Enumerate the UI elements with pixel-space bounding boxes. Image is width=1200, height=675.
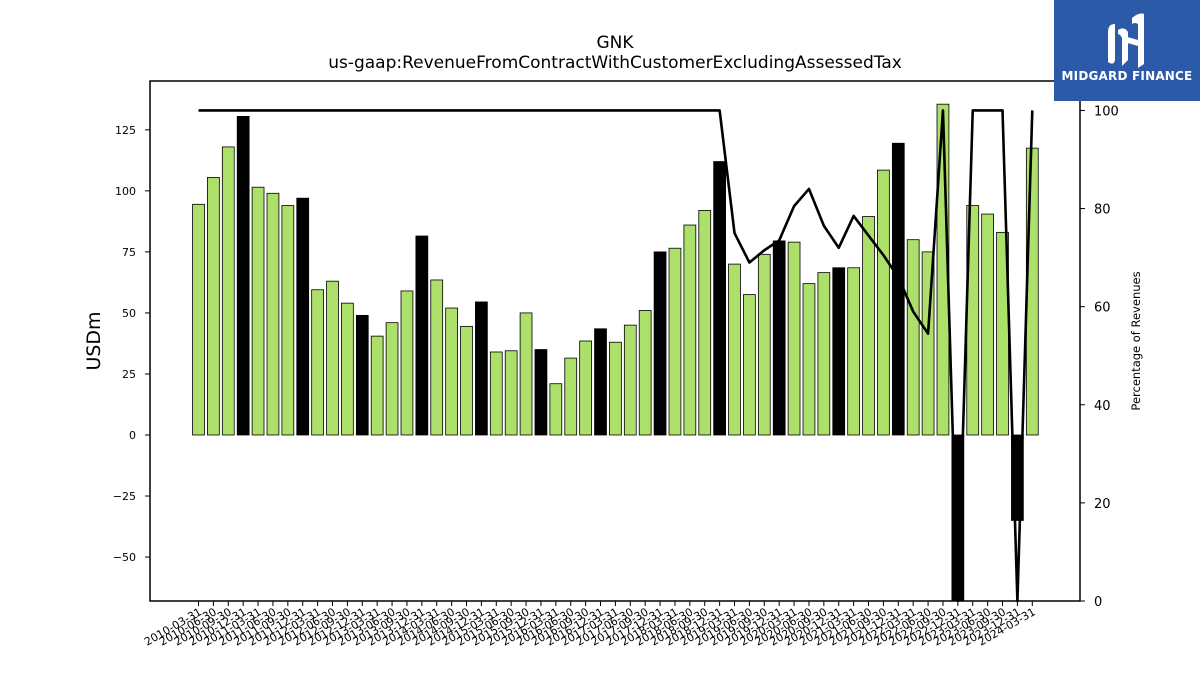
y2-tick-label: 20 xyxy=(1094,497,1111,512)
bar-2020-12-31 xyxy=(832,267,846,436)
bar-2018-09-30 xyxy=(698,209,712,436)
y-tick-label: 125 xyxy=(115,124,136,137)
percentage-line xyxy=(198,109,1034,603)
bar-2021-06-30 xyxy=(862,216,875,436)
y2-tick-label: 0 xyxy=(1094,595,1102,610)
bar-2011-09-30 xyxy=(281,205,295,436)
y2-tick-label: 80 xyxy=(1094,203,1111,218)
bar-2017-09-30 xyxy=(638,310,652,436)
bar-2014-06-30 xyxy=(445,307,458,436)
bar-2022-03-31 xyxy=(906,239,920,436)
chart-title: GNK xyxy=(596,33,634,53)
logo-text: MIDGARD FINANCE xyxy=(1061,69,1193,83)
bar-2015-03-31 xyxy=(489,351,503,436)
bar-2023-12-31 xyxy=(1011,434,1024,521)
bar-2012-06-30 xyxy=(326,280,339,436)
bar-2024-03-31 xyxy=(1025,147,1039,436)
bar-2015-09-30 xyxy=(519,312,533,436)
chart-subtitle: us-gaap:RevenueFromContractWithCustomerE… xyxy=(328,53,902,73)
y2-tick-label: 40 xyxy=(1094,399,1111,414)
bar-2019-03-31 xyxy=(728,263,741,436)
bar-2013-09-30 xyxy=(400,290,414,436)
bar-2015-12-31 xyxy=(534,349,548,436)
bar-2018-12-31 xyxy=(713,161,726,436)
bar-2012-09-30 xyxy=(341,302,354,436)
bar-2011-03-31 xyxy=(251,186,265,436)
bar-2014-12-31 xyxy=(475,301,488,436)
bar-2020-09-30 xyxy=(817,272,831,436)
bar-2019-09-30 xyxy=(757,253,771,436)
y-tick-label: 75 xyxy=(122,246,136,259)
bar-2012-12-31 xyxy=(355,314,369,436)
bar-2020-06-30 xyxy=(802,283,816,436)
bar-2010-09-30 xyxy=(221,146,235,436)
bar-2019-12-31 xyxy=(772,240,786,436)
bar-2016-09-30 xyxy=(579,340,592,436)
bar-2014-03-31 xyxy=(430,279,444,436)
bar-2010-06-30 xyxy=(207,177,220,436)
bar-2021-09-30 xyxy=(877,169,890,436)
bar-2021-03-31 xyxy=(847,267,860,436)
bar-2020-03-31 xyxy=(787,241,801,436)
bar-2010-03-31 xyxy=(192,203,205,436)
bar-2011-06-30 xyxy=(266,192,280,436)
bar-2016-06-30 xyxy=(564,357,578,436)
bar-2010-12-31 xyxy=(236,116,250,436)
bar-2016-12-31 xyxy=(594,328,607,436)
y-tick-label: 100 xyxy=(115,185,136,198)
midgard-finance-logo: MIDGARD FINANCE xyxy=(1054,0,1200,101)
y-tick-label: 0 xyxy=(129,429,136,442)
bar-2014-09-30 xyxy=(460,325,473,436)
y2-tick-label: 100 xyxy=(1094,104,1119,119)
y-tick-label: 50 xyxy=(122,307,136,320)
y-tick-label: 25 xyxy=(122,368,136,381)
bar-2018-06-30 xyxy=(683,224,697,436)
y-tick-label: −50 xyxy=(113,551,136,564)
bar-2017-06-30 xyxy=(623,324,637,436)
bar-2013-06-30 xyxy=(385,322,399,436)
bar-2018-03-31 xyxy=(668,247,682,436)
bar-2013-03-31 xyxy=(370,335,384,436)
bar-2019-06-30 xyxy=(743,294,756,436)
bar-2023-06-30 xyxy=(981,213,994,436)
bar-2022-06-30 xyxy=(921,251,935,436)
y2-tick-label: 60 xyxy=(1094,301,1111,316)
bar-2017-03-31 xyxy=(609,341,622,436)
bar-2017-12-31 xyxy=(653,251,667,436)
y-tick-label: −25 xyxy=(113,490,136,503)
logo-mark-icon xyxy=(1108,13,1144,68)
y-axis-label: USDm xyxy=(83,311,105,370)
bar-2011-12-31 xyxy=(296,197,310,436)
bar-2016-03-31 xyxy=(549,383,563,436)
y2-axis-label: Percentage of Revenues xyxy=(1129,271,1143,410)
bar-2012-03-31 xyxy=(311,289,324,436)
bar-2013-12-31 xyxy=(415,235,429,436)
bar-2015-06-30 xyxy=(504,350,518,436)
